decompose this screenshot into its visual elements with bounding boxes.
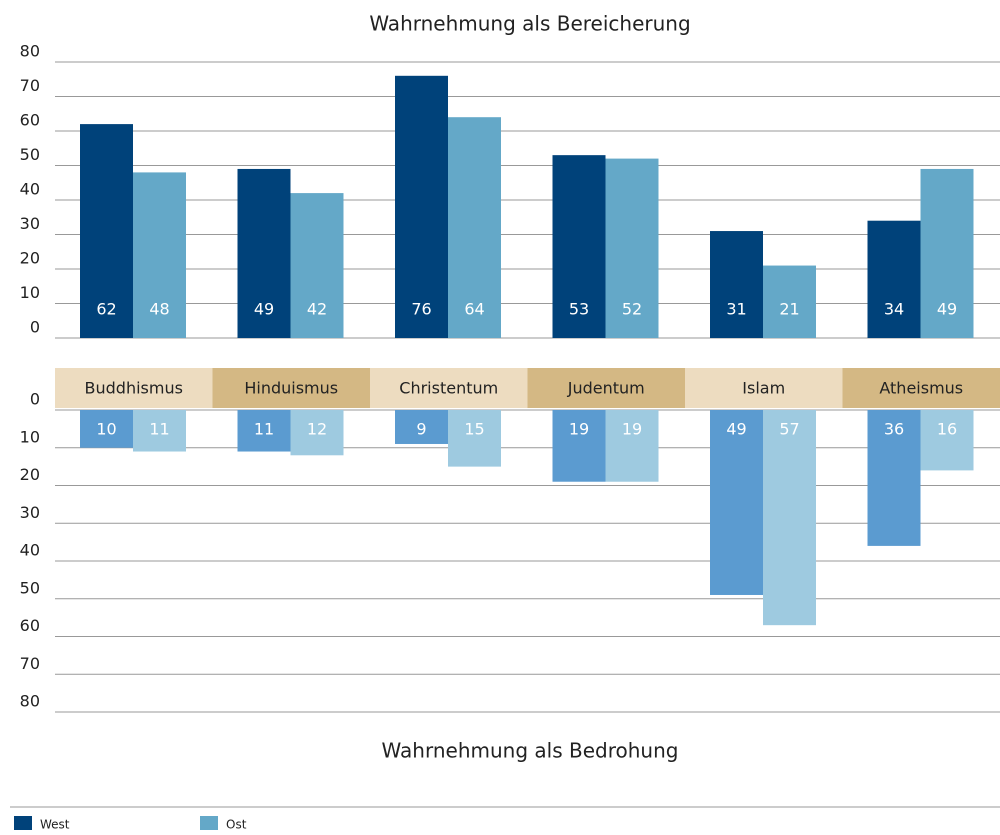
bar — [237, 168, 291, 338]
bar — [133, 410, 186, 452]
bar — [237, 410, 291, 452]
y-tick-label: 30 — [20, 214, 40, 233]
y-tick-label: 20 — [20, 249, 40, 268]
bar — [80, 124, 133, 338]
x-tick-label: Atheismus — [879, 379, 963, 398]
value-label: 49 — [726, 420, 746, 439]
bar — [395, 410, 448, 444]
y-tick-label: 60 — [20, 111, 40, 130]
bar — [867, 220, 921, 338]
value-label: 11 — [254, 420, 274, 439]
bar — [448, 117, 501, 338]
legend-label: Ost — [226, 818, 247, 832]
y-tick-label: 50 — [20, 145, 40, 164]
bar — [290, 193, 344, 338]
bar — [605, 410, 659, 482]
value-label: 48 — [149, 300, 169, 319]
y-tick-label: 30 — [20, 503, 40, 522]
bar — [552, 155, 606, 338]
y-tick-label: 40 — [20, 180, 40, 199]
value-label: 19 — [622, 420, 642, 439]
bar — [763, 410, 816, 626]
value-label: 21 — [779, 300, 799, 319]
x-tick-label: Judentum — [567, 379, 645, 398]
bar — [867, 410, 921, 546]
bar — [710, 231, 763, 338]
y-tick-label: 50 — [20, 578, 40, 597]
y-tick-label: 0 — [30, 318, 40, 337]
chart-title: Wahrnehmung als Bedrohung — [382, 739, 679, 763]
bar — [395, 75, 448, 339]
value-label: 76 — [411, 300, 431, 319]
x-tick-label: Islam — [742, 379, 785, 398]
y-tick-label: 20 — [20, 465, 40, 484]
value-label: 52 — [622, 300, 642, 319]
category-band — [527, 368, 685, 408]
x-tick-label: Christentum — [399, 379, 498, 398]
category-band — [212, 368, 370, 408]
value-label: 10 — [96, 420, 116, 439]
bar — [80, 410, 133, 448]
y-tick-label: 40 — [20, 541, 40, 560]
bar — [290, 410, 344, 456]
category-band — [370, 368, 528, 408]
category-band — [842, 368, 1000, 408]
chart-title: Wahrnehmung als Bereicherung — [369, 12, 690, 36]
legend-label: West — [40, 818, 70, 832]
value-label: 53 — [569, 300, 589, 319]
value-label: 57 — [779, 420, 799, 439]
value-label: 64 — [464, 300, 484, 319]
value-label: 12 — [307, 420, 327, 439]
x-tick-label: Hinduismus — [244, 379, 338, 398]
category-band — [55, 368, 213, 408]
value-label: 16 — [937, 420, 957, 439]
y-tick-label: 70 — [20, 654, 40, 673]
y-tick-label: 60 — [20, 616, 40, 635]
value-label: 49 — [254, 300, 274, 319]
y-tick-label: 70 — [20, 76, 40, 95]
y-tick-label: 0 — [30, 390, 40, 409]
value-label: 36 — [884, 420, 904, 439]
bar — [448, 410, 501, 467]
y-tick-label: 10 — [20, 283, 40, 302]
bar — [920, 168, 974, 338]
bar — [605, 158, 659, 338]
value-label: 31 — [726, 300, 746, 319]
y-tick-label: 80 — [20, 692, 40, 711]
bar — [920, 410, 974, 471]
x-tick-label: Buddhismus — [85, 379, 183, 398]
category-band — [685, 368, 843, 408]
bar — [552, 410, 606, 482]
value-label: 11 — [149, 420, 169, 439]
y-tick-label: 10 — [20, 427, 40, 446]
legend-swatch — [14, 816, 32, 830]
value-label: 15 — [464, 420, 484, 439]
bar — [710, 410, 763, 595]
value-label: 9 — [416, 420, 426, 439]
bar — [763, 265, 816, 338]
value-label: 49 — [937, 300, 957, 319]
value-label: 62 — [96, 300, 116, 319]
value-label: 42 — [307, 300, 327, 319]
value-label: 34 — [884, 300, 904, 319]
bar — [133, 172, 186, 338]
value-label: 19 — [569, 420, 589, 439]
y-tick-label: 80 — [20, 42, 40, 61]
legend-swatch — [200, 816, 218, 830]
